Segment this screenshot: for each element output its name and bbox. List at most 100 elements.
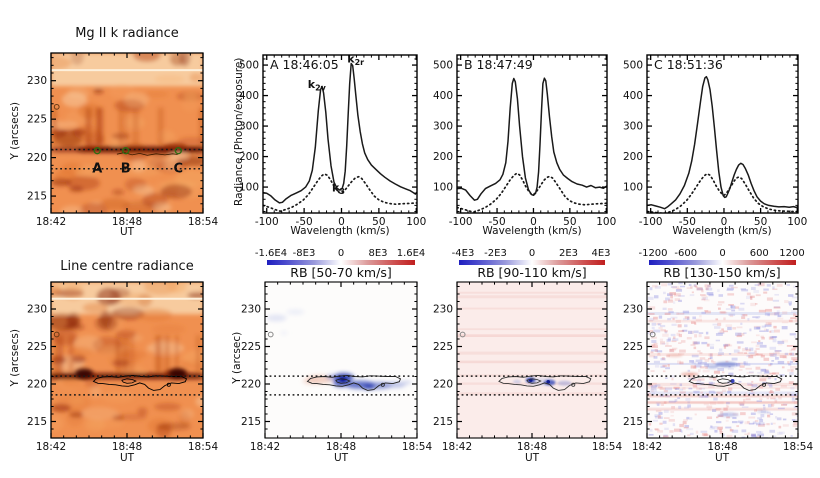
colorbar-tick-label: -8E3 [293, 248, 316, 259]
x-tick-label: 18:42 [632, 441, 662, 453]
noise-speckle [789, 303, 792, 306]
noise-speckle [728, 372, 734, 376]
noise-speckle [691, 354, 699, 358]
noise-speckle [658, 326, 663, 330]
texture-blob [81, 407, 119, 420]
noise-speckle [769, 330, 772, 333]
noise-speckle [692, 342, 699, 345]
noise-speckle [778, 425, 782, 429]
noise-speckle [754, 284, 760, 286]
noise-speckle [772, 299, 780, 302]
x-tick-label: -100 [449, 216, 473, 228]
noise-speckle [686, 417, 693, 420]
noise-speckle [742, 398, 746, 402]
spectrum-label-c: C 18:51:36 [654, 57, 723, 72]
rb_50_70-image [265, 282, 417, 438]
noise-speckle [706, 292, 714, 295]
noise-speckle [774, 378, 777, 381]
noise-speckle [756, 341, 763, 345]
noise-speckle [736, 326, 743, 329]
noise-speckle [670, 411, 675, 414]
noise-speckle [751, 434, 756, 438]
noise-speckle [681, 329, 684, 332]
noise-speckle [721, 328, 724, 331]
noise-speckle [789, 365, 797, 369]
x-tick-label: 18:48 [707, 441, 737, 453]
noise-speckle [708, 385, 715, 389]
noise-speckle [790, 352, 795, 356]
noise-speckle [781, 321, 789, 324]
plot-frame [456, 54, 608, 214]
noise-speckle [713, 377, 717, 381]
noise-speckle [704, 284, 711, 288]
noise-speckle [744, 347, 749, 350]
noise-speckle [678, 342, 682, 345]
noise-speckle [662, 333, 669, 337]
noise-speckle [698, 332, 704, 334]
map-title-top: Mg II k radiance [75, 26, 179, 41]
noise-speckle [713, 391, 716, 394]
texture-blob [51, 285, 62, 297]
y-tick-label: 225 [27, 341, 47, 353]
blue-patch [362, 384, 375, 390]
noise-speckle [696, 287, 703, 291]
noise-speckle [773, 398, 778, 401]
x-tick-label: 18:54 [188, 441, 219, 453]
texture-blob [154, 402, 182, 411]
noise-speckle [706, 416, 713, 419]
noise-speckle [781, 326, 788, 330]
streak [132, 107, 140, 146]
noise-speckle [774, 350, 782, 352]
noise-speckle [750, 302, 756, 307]
spectrum-dotted-curve [263, 173, 417, 213]
noise-speckle [759, 344, 767, 348]
noise-speckle [684, 316, 690, 319]
y-tick-label: 215 [27, 416, 47, 428]
noise-speckle [717, 426, 723, 430]
noise-speckle [769, 312, 776, 316]
noise-speckle [778, 314, 783, 317]
noise-speckle [649, 287, 653, 291]
noise-speckle [742, 348, 748, 352]
noise-speckle [653, 316, 658, 320]
noise-speckle [688, 376, 695, 380]
noise-speckle [744, 352, 748, 354]
noise-speckle [750, 434, 757, 438]
noise-speckle [653, 329, 661, 333]
noise-speckle [671, 323, 677, 326]
noise-speckle [662, 420, 667, 424]
dark-core [168, 368, 187, 379]
noise-speckle [705, 310, 711, 314]
noise-speckle [763, 288, 769, 291]
small-circle-marker [53, 331, 60, 338]
noise-speckle [741, 406, 749, 408]
noise-speckle [694, 334, 698, 338]
x-tick-label: 50 [754, 216, 767, 228]
noise-speckle [773, 312, 780, 315]
noise-speckle [653, 360, 660, 364]
noise-speckle [791, 357, 798, 360]
noise-speckle [737, 420, 744, 423]
noise-speckle [727, 380, 733, 384]
noise-speckle [669, 375, 675, 378]
y-tick-label: 500 [239, 60, 259, 72]
texture-blob [160, 184, 193, 199]
noise-speckle [696, 379, 702, 382]
map-texture [51, 282, 203, 438]
noise-speckle [756, 408, 763, 412]
noise-speckle [774, 293, 779, 296]
y-tick-label: 230 [241, 304, 261, 316]
noise-speckle [698, 387, 706, 390]
noise-speckle [686, 416, 690, 420]
noise-speckle [692, 383, 697, 387]
noise-speckle [788, 352, 793, 356]
noise-speckle [682, 387, 686, 391]
noise-speckle [758, 340, 761, 343]
noise-speckle [669, 349, 673, 352]
noise-speckle [790, 369, 794, 373]
pink-streak [457, 295, 607, 299]
noise-speckle [680, 340, 686, 343]
noise-speckle [748, 351, 755, 355]
noise-speckle [695, 430, 699, 434]
